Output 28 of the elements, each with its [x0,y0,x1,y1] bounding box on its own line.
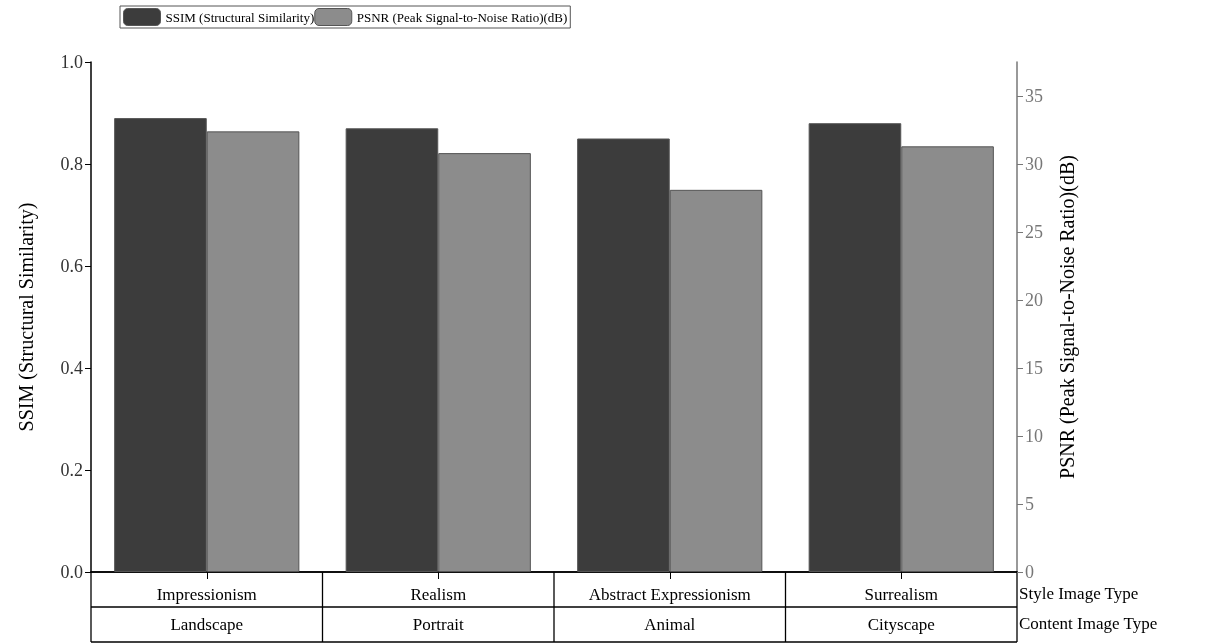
legend-label: SSIM (Structural Similarity) [165,9,315,25]
text: Cityscape [867,615,935,634]
y-axis-title: SSIM (Structural Similarity) [15,202,38,432]
text: Content Image Type [1019,613,1158,633]
y2-tick-label: 0 [1025,562,1034,582]
y2-tick-label: 10 [1025,426,1043,446]
y-tick-label: 1.0 [60,52,83,72]
y-tick-label: 0.4 [60,358,83,378]
y2-tick-label: 20 [1025,290,1043,310]
y2-tick-label: 35 [1025,86,1043,106]
text: Landscape [170,615,244,634]
x-tick-label: Surrealism [864,585,939,604]
legend-label: PSNR (Peak Signal-to-Noise Ratio)(dB) [356,9,568,25]
y-tick-label: 0.2 [60,460,83,480]
y-tick-label: 0.0 [60,562,83,582]
y2-tick-label: 15 [1025,358,1043,378]
y-tick-label: 0.8 [60,154,83,174]
y2-tick-label: 30 [1025,154,1043,174]
x-tick-label: Abstract Expressionism [588,585,751,604]
y2-axis-title: PSNR (Peak Signal-to-Noise Ratio)(dB) [1056,155,1079,479]
y-tick-label: 0.6 [60,256,83,276]
x-tick-label: Impressionism [156,585,257,604]
text: Portrait [412,615,465,634]
x-axis-title: Style Image Type [1019,583,1139,603]
text: Animal [644,615,696,634]
y2-tick-label: 25 [1025,222,1043,242]
x-tick-label: Realism [410,585,467,604]
y2-tick-label: 5 [1025,494,1034,514]
